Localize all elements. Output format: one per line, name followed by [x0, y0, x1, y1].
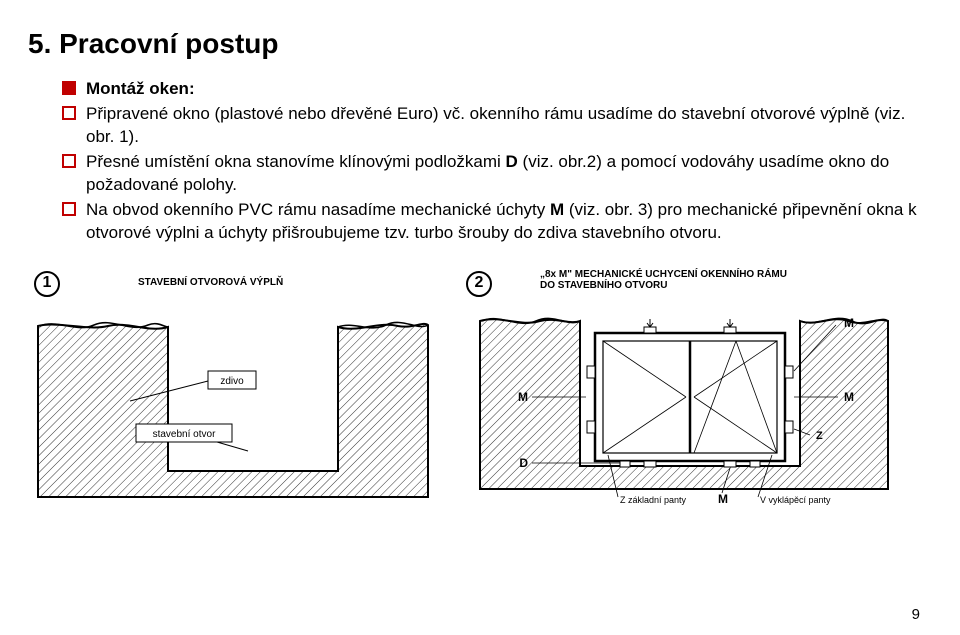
figure-1-title: STAVEBNÍ OTVOROVÁ VÝPLŇ	[138, 277, 283, 288]
label-D: D	[519, 456, 528, 470]
checkbox-bullet-icon	[62, 199, 86, 215]
list-item: Na obvod okenního PVC rámu nasadíme mech…	[62, 199, 920, 245]
label-M: M	[844, 316, 854, 330]
label-M-left: M	[518, 390, 528, 404]
list-item-text: Připravené okno (plastové nebo dřevěné E…	[86, 103, 920, 149]
list-item: Montáž oken:	[62, 78, 920, 101]
list-item: Připravené okno (plastové nebo dřevěné E…	[62, 103, 920, 149]
list-item: Přesné umístění okna stanovíme klínovými…	[62, 151, 920, 197]
bullet-list: Montáž oken:Připravené okno (plastové ne…	[62, 78, 920, 245]
list-item-text: Na obvod okenního PVC rámu nasadíme mech…	[86, 199, 920, 245]
list-item-text: Montáž oken:	[86, 78, 920, 101]
checkbox-bullet-icon	[62, 151, 86, 167]
figure-2: 2 „8x M" MECHANICKÉ UCHYCENÍ OKENNÍHO RÁ…	[460, 271, 900, 506]
figure-1-number: 1	[34, 271, 60, 297]
list-item-text: Přesné umístění okna stanovíme klínovými…	[86, 151, 920, 197]
figure-2-number: 2	[466, 271, 492, 297]
figure-1: 1 STAVEBNÍ OTVOROVÁ VÝPLŇ zdivo stavební…	[28, 271, 438, 506]
figure-2-title: „8x M" MECHANICKÉ UCHYCENÍ OKENNÍHO RÁMU…	[540, 269, 787, 291]
figures-row: 1 STAVEBNÍ OTVOROVÁ VÝPLŇ zdivo stavební…	[28, 271, 920, 506]
section-heading: 5. Pracovní postup	[28, 28, 920, 60]
label-zdivo: zdivo	[220, 376, 244, 387]
label-M-right: M	[844, 390, 854, 404]
figure-2-drawing: M M M D Z základní panty M V vyklápěcí p…	[460, 271, 900, 506]
label-Z: Z	[816, 430, 823, 442]
figure-1-drawing: zdivo stavební otvor	[28, 271, 438, 506]
legend-v: V vyklápěcí panty	[760, 495, 831, 505]
legend-z: Z základní panty	[620, 495, 687, 505]
page-number: 9	[912, 606, 920, 623]
checkbox-bullet-icon	[62, 103, 86, 119]
checkbox-bullet-icon	[62, 78, 86, 94]
legend-m: M	[718, 492, 728, 506]
label-stavebni-otvor: stavební otvor	[153, 429, 216, 440]
